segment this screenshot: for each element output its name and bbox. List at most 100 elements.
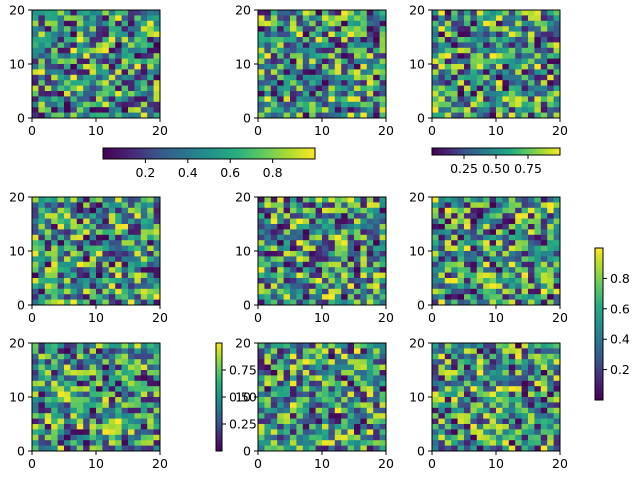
heatmap-cell <box>283 218 291 225</box>
heatmap-cell <box>328 445 336 452</box>
heatmap-cell <box>470 256 478 263</box>
heatmap-cell <box>476 429 484 436</box>
heatmap-cell <box>496 348 503 355</box>
heatmap-cell <box>528 213 535 219</box>
heatmap-cell <box>379 434 387 441</box>
heatmap-cell <box>108 96 116 103</box>
heatmap-cell <box>540 440 548 446</box>
heatmap-cell <box>438 294 446 300</box>
heatmap-cell <box>444 434 452 441</box>
heatmap-cell <box>464 418 471 425</box>
heatmap-cell <box>115 42 122 49</box>
heatmap-cell <box>553 69 561 76</box>
heatmap-cell <box>38 64 46 70</box>
heatmap-cell <box>264 256 272 263</box>
heatmap-cell <box>102 370 110 376</box>
heatmap-cell <box>444 85 452 92</box>
heatmap-cell <box>128 101 135 108</box>
heatmap-cell <box>432 251 439 257</box>
heatmap-cell <box>341 272 348 279</box>
heatmap-cell <box>83 445 90 452</box>
heatmap-cell <box>140 256 148 263</box>
heatmap-cell <box>57 15 65 22</box>
heatmap-cell <box>76 359 84 365</box>
heatmap-cell <box>334 101 342 108</box>
heatmap-cell <box>457 278 465 284</box>
heatmap-cell <box>528 413 535 419</box>
heatmap-cell <box>341 397 348 403</box>
heatmap-cell <box>302 207 310 214</box>
heatmap-cell <box>521 47 529 54</box>
y-tick-label: 0 <box>17 444 25 459</box>
heatmap-cell <box>553 96 561 103</box>
heatmap-cell <box>451 413 458 419</box>
y-tick-label: 20 <box>409 336 425 351</box>
heatmap-cell <box>515 272 522 279</box>
heatmap-cell <box>373 364 380 371</box>
heatmap-cell <box>108 364 116 371</box>
heatmap-cell <box>515 240 522 246</box>
heatmap-cell <box>134 261 142 268</box>
heatmap-cell <box>470 348 478 355</box>
heatmap-cell <box>264 413 272 419</box>
x-tick-label: 0 <box>254 456 262 471</box>
heatmap-cell <box>322 288 329 295</box>
heatmap-cell <box>270 107 278 113</box>
heatmap-cell <box>502 440 510 446</box>
heatmap-cell <box>464 58 471 65</box>
heatmap-cell <box>476 42 484 49</box>
heatmap-cell <box>451 15 458 22</box>
heatmap-cell <box>64 245 71 252</box>
heatmap-cell <box>360 380 368 387</box>
heatmap-cell <box>341 218 348 225</box>
heatmap-cell <box>457 424 465 430</box>
heatmap-cell <box>121 418 129 425</box>
heatmap-cell <box>444 261 452 268</box>
heatmap-cell <box>451 299 458 306</box>
heatmap-cell <box>32 375 39 382</box>
heatmap-cell <box>360 386 368 392</box>
heatmap-cell <box>121 213 129 219</box>
heatmap-cell <box>108 407 116 414</box>
heatmap-cell <box>290 80 297 86</box>
heatmap-cell <box>489 348 497 355</box>
heatmap-cell <box>483 213 490 219</box>
heatmap-cell <box>444 240 452 246</box>
heatmap-cell <box>540 370 548 376</box>
heatmap-cell <box>528 15 535 22</box>
heatmap-cell <box>153 96 161 103</box>
heatmap-cell <box>451 197 458 203</box>
heatmap-cell <box>553 74 561 81</box>
heatmap-cell <box>277 96 284 103</box>
heatmap-cell <box>328 294 336 300</box>
heatmap-cell <box>496 37 503 43</box>
heatmap-cell <box>366 69 374 76</box>
heatmap-cell <box>354 391 361 398</box>
y-tick-label: 0 <box>17 298 25 313</box>
heatmap-cell <box>379 207 387 214</box>
heatmap-cell <box>515 359 522 365</box>
heatmap-cell <box>140 397 148 403</box>
heatmap-cell <box>470 272 478 279</box>
heatmap-cell <box>296 240 304 246</box>
heatmap-cell <box>76 37 84 43</box>
heatmap-cell <box>373 256 380 263</box>
heatmap-cell <box>102 47 110 54</box>
heatmap-cell <box>451 397 458 403</box>
heatmap-cell <box>290 445 297 452</box>
heatmap-cell <box>502 370 510 376</box>
heatmap-cell <box>354 91 361 97</box>
heatmap-cell <box>115 343 122 349</box>
heatmap-cell <box>51 218 58 225</box>
heatmap-cell <box>451 85 458 92</box>
heatmap-cell <box>64 348 71 355</box>
heatmap-cell <box>438 299 446 306</box>
heatmap-cell <box>57 294 65 300</box>
heatmap-cell <box>258 218 265 225</box>
heatmap-cell <box>290 288 297 295</box>
heatmap-cell <box>147 15 154 22</box>
heatmap-cell <box>283 91 291 97</box>
heatmap-cell <box>528 245 535 252</box>
heatmap-cell <box>140 429 148 436</box>
heatmap-cell <box>483 229 490 236</box>
